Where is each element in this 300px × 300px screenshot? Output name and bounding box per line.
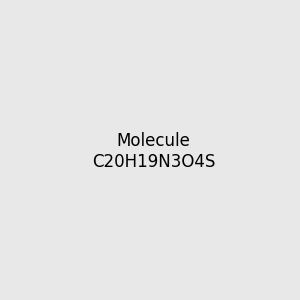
- Text: Molecule
C20H19N3O4S: Molecule C20H19N3O4S: [92, 132, 215, 171]
